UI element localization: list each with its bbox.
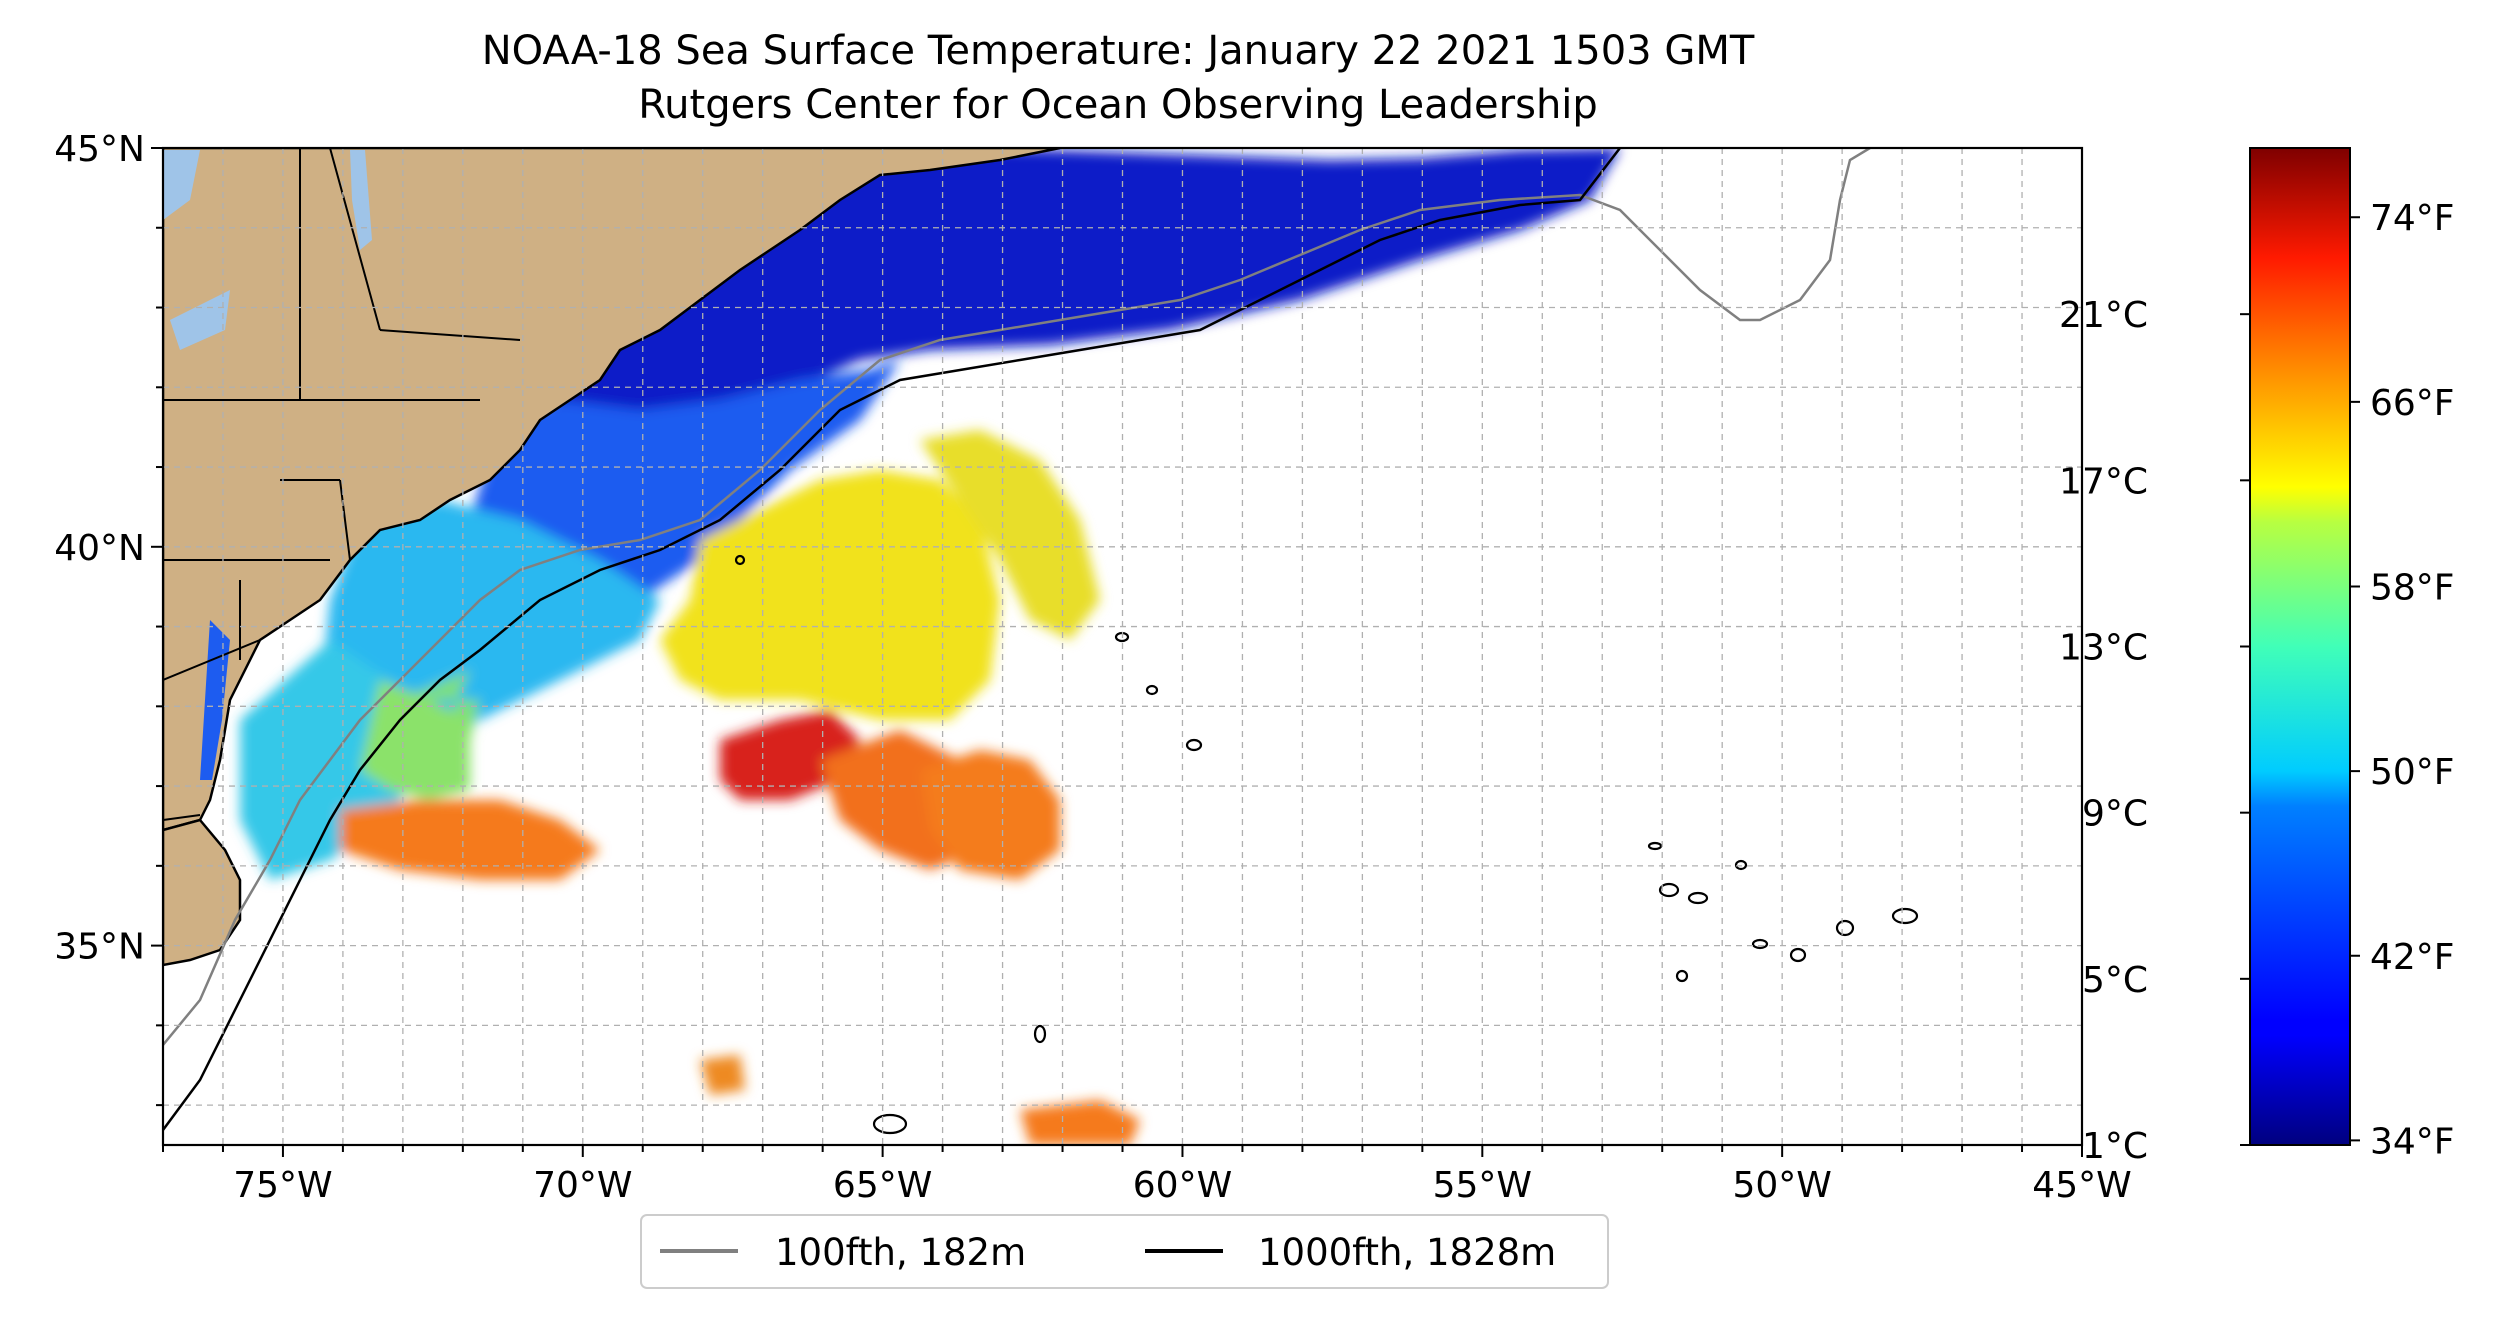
- colorbar-fahrenheit-label: 58°F: [2370, 567, 2455, 608]
- lon-tick-label: 65°W: [833, 1165, 932, 1206]
- lon-tick-label: 55°W: [1433, 1165, 1532, 1206]
- isobath-1000fth: [163, 148, 1621, 1131]
- sst-orange-patch: [700, 1055, 745, 1095]
- colorbar-celsius-ticks: 1°C 5°C 9°C 13°C 17°C 21°C: [2059, 295, 2250, 1167]
- colorbar-celsius-label: 9°C: [2082, 794, 2148, 835]
- land-delmarva: [163, 818, 242, 967]
- legend-box: [640, 1214, 1609, 1289]
- colorbar-fahrenheit-label: 66°F: [2370, 383, 2455, 424]
- lon-tick-label: 45°W: [2032, 1165, 2131, 1206]
- colorbar-celsius-label: 1°C: [2082, 1126, 2148, 1167]
- lake-1: [350, 150, 372, 250]
- colorbar-fahrenheit-label: 42°F: [2370, 937, 2455, 978]
- figure-title-line2: Rutgers Center for Ocean Observing Leade…: [638, 82, 1598, 128]
- colorbar: 1°C 5°C 9°C 13°C 17°C 21°C 34°F 42°F 50°F 58°F 66…: [2059, 147, 2455, 1167]
- legend-label-100fth: 100fth, 182m: [775, 1231, 1026, 1274]
- sst-field: [240, 148, 1620, 1145]
- colorbar-gradient: [2249, 147, 2351, 1146]
- colorbar-fahrenheit-label: 50°F: [2370, 752, 2455, 793]
- lon-tick-label: 60°W: [1133, 1165, 1232, 1206]
- colorbar-celsius-label: 5°C: [2082, 960, 2148, 1001]
- sst-yellow-slope-sea: [660, 470, 1000, 720]
- colorbar-fahrenheit-label: 34°F: [2370, 1121, 2455, 1162]
- colorbar-fahrenheit-ticks: 34°F 42°F 50°F 58°F 66°F 74°F: [2350, 198, 2455, 1162]
- isobath-100fth: [163, 148, 1871, 1046]
- lat-tick-label: 45°N: [54, 129, 145, 170]
- land-north-america: [163, 148, 1061, 832]
- colorbar-celsius-label: 17°C: [2059, 461, 2148, 502]
- lon-tick-label: 70°W: [533, 1165, 632, 1206]
- sst-green-south: [360, 680, 470, 800]
- state-boundaries: [163, 148, 521, 821]
- latitude-axis: 45°N 40°N 35°N: [54, 129, 163, 1107]
- lat-tick-label: 40°N: [54, 528, 145, 569]
- sst-orange-west: [340, 800, 600, 880]
- longitude-axis: 75°W 70°W 65°W 60°W 55°W 50°W 45°W: [162, 1145, 2132, 1206]
- lake-2: [163, 150, 200, 220]
- figure-title-line1: NOAA-18 Sea Surface Temperature: January…: [482, 28, 1755, 74]
- map-gridlines: [162, 147, 2083, 1145]
- legend: 100fth, 182m 1000fth, 1828m: [640, 1214, 1609, 1289]
- lon-tick-label: 50°W: [1732, 1165, 1831, 1206]
- lat-tick-label: 35°N: [54, 927, 145, 968]
- sst-orange-south: [1020, 1100, 1140, 1145]
- legend-label-1000fth: 1000fth, 1828m: [1258, 1231, 1556, 1274]
- seamounts: [734, 554, 1919, 1135]
- lon-tick-label: 75°W: [233, 1165, 332, 1206]
- sst-orange-east-eddy: [920, 750, 1060, 880]
- sst-yellow-east: [920, 430, 1100, 640]
- colorbar-celsius-label: 13°C: [2059, 628, 2148, 669]
- sst-red-gulf-stream: [720, 710, 860, 800]
- colorbar-celsius-label: 21°C: [2059, 295, 2148, 336]
- lake-3: [170, 290, 230, 350]
- colorbar-fahrenheit-label: 74°F: [2370, 198, 2455, 239]
